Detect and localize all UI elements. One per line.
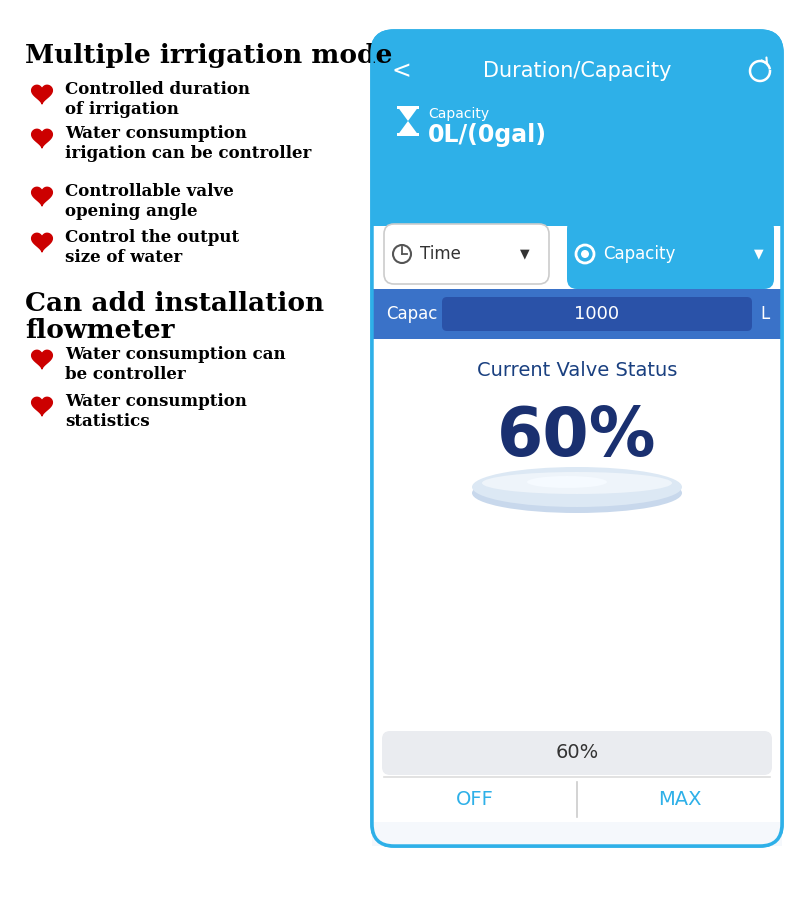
Bar	[372, 129, 782, 226]
Text: Can add installation: Can add installation	[25, 291, 324, 316]
Text: 60%: 60%	[555, 743, 598, 762]
Text: irigation can be controller: irigation can be controller	[65, 145, 311, 162]
FancyBboxPatch shape	[442, 297, 752, 331]
Text: Capacity: Capacity	[428, 107, 489, 121]
Text: Water consumption can: Water consumption can	[65, 346, 286, 363]
FancyBboxPatch shape	[567, 219, 774, 289]
Text: Capacity: Capacity	[603, 245, 675, 263]
FancyBboxPatch shape	[384, 224, 549, 284]
Bar	[372, 289, 782, 339]
Text: statistics: statistics	[65, 413, 150, 430]
Polygon shape	[397, 121, 419, 136]
Text: opening angle: opening angle	[65, 203, 198, 220]
Bar	[372, 226, 782, 846]
Ellipse shape	[472, 473, 682, 513]
Text: 1000: 1000	[574, 305, 619, 323]
Text: Water consumption: Water consumption	[65, 125, 247, 142]
Text: MAX: MAX	[658, 790, 702, 809]
Text: Time: Time	[420, 245, 461, 263]
Text: flowmeter: flowmeter	[25, 318, 174, 343]
Text: L: L	[761, 305, 770, 323]
Polygon shape	[397, 106, 419, 121]
Text: ▼: ▼	[520, 248, 530, 260]
Polygon shape	[32, 129, 52, 148]
Text: size of water: size of water	[65, 249, 182, 266]
Text: Capac: Capac	[386, 305, 438, 323]
Text: Water consumption: Water consumption	[65, 393, 247, 410]
Bar	[397, 106, 419, 109]
Polygon shape	[32, 86, 52, 104]
Circle shape	[581, 250, 589, 258]
Text: OFF: OFF	[455, 790, 494, 809]
Polygon shape	[32, 187, 52, 206]
Polygon shape	[32, 397, 52, 416]
Bar	[397, 133, 419, 136]
Ellipse shape	[527, 476, 607, 488]
Text: <: <	[392, 59, 412, 83]
FancyBboxPatch shape	[372, 31, 782, 226]
Text: of irrigation: of irrigation	[65, 101, 179, 118]
Ellipse shape	[482, 472, 672, 494]
Bar	[372, 822, 782, 846]
Text: Multiple irrigation mode: Multiple irrigation mode	[25, 43, 392, 68]
Text: Controlled duration: Controlled duration	[65, 81, 250, 98]
Text: ▼: ▼	[754, 248, 764, 260]
Text: Controllable valve: Controllable valve	[65, 183, 234, 200]
FancyBboxPatch shape	[372, 31, 782, 846]
Text: 60%: 60%	[498, 404, 657, 470]
Text: Control the output: Control the output	[65, 229, 239, 246]
Polygon shape	[32, 350, 52, 369]
Text: 0L/(0gal): 0L/(0gal)	[428, 123, 547, 147]
Text: Current Valve Status: Current Valve Status	[477, 361, 677, 380]
Text: Duration/Capacity: Duration/Capacity	[482, 61, 671, 81]
Text: be controller: be controller	[65, 366, 186, 383]
FancyBboxPatch shape	[382, 731, 772, 775]
Polygon shape	[32, 233, 52, 252]
Ellipse shape	[472, 467, 682, 507]
